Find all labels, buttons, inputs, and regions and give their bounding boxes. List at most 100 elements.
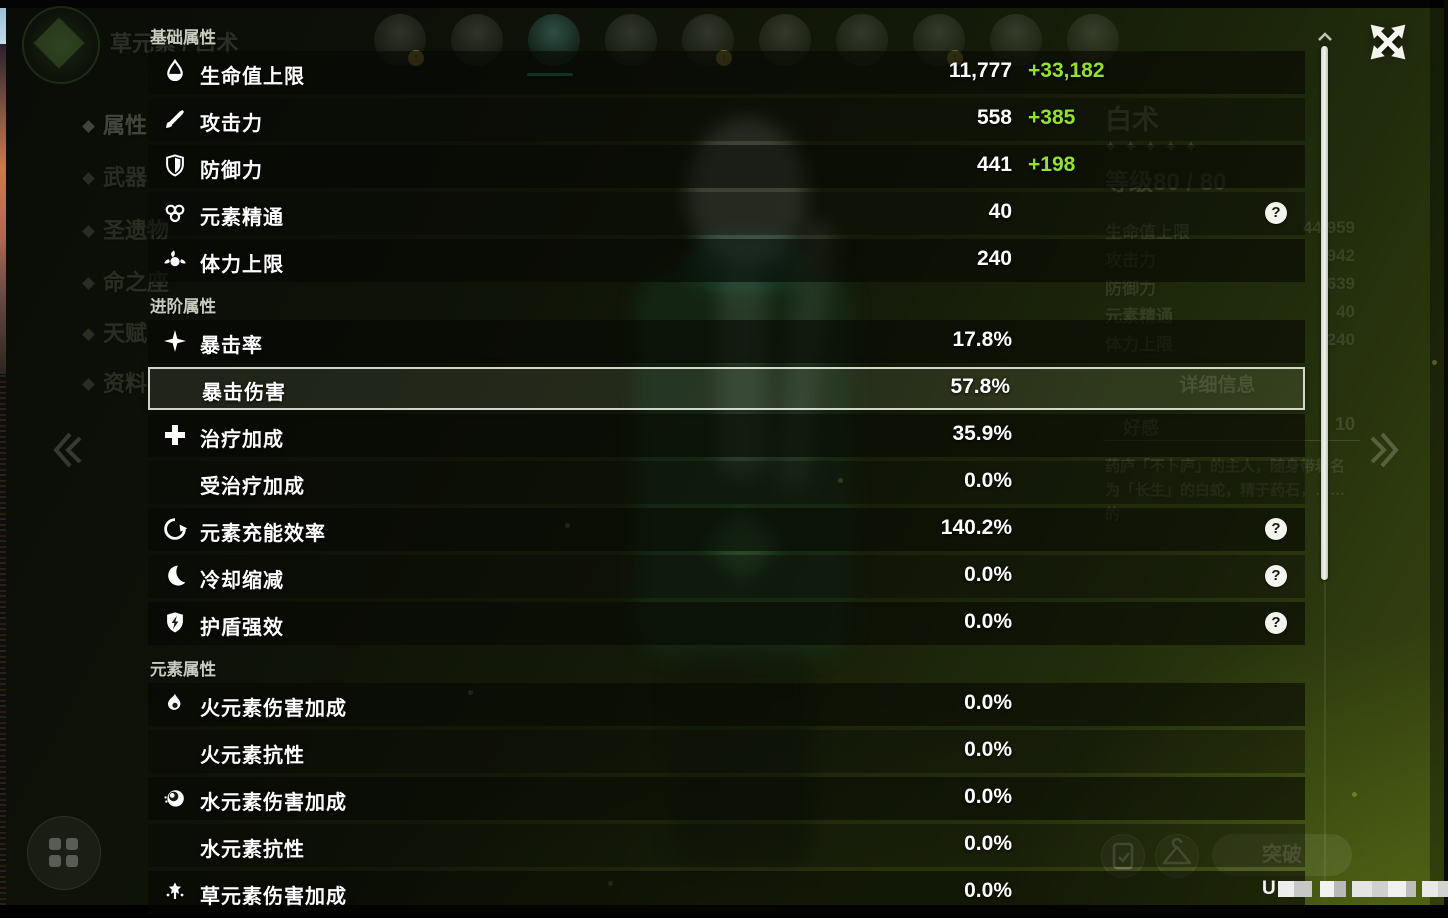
ascend-button[interactable]: 突破 — [1212, 834, 1352, 876]
sidebar-item-label: 圣遗物 — [103, 218, 170, 243]
stat-row[interactable]: 暴击伤害 57.8% — [148, 367, 1305, 410]
help-question-icon[interactable]: ? — [1265, 518, 1287, 540]
stat-row[interactable]: 受治疗加成 0.0% — [148, 461, 1305, 504]
stat-label: 暴击伤害 — [202, 382, 286, 404]
background-stat-value: 942 — [1326, 246, 1355, 265]
left-edge-glow — [0, 44, 6, 374]
stat-row[interactable]: 元素充能效率 140.2%? — [148, 508, 1305, 551]
background-stat-value: 40 — [1336, 302, 1355, 321]
close-button[interactable] — [1362, 16, 1414, 68]
stat-row[interactable]: 水元素伤害加成 0.0% — [148, 777, 1305, 820]
stat-label: 冷却缩减 — [200, 570, 284, 592]
stat-row[interactable]: 冷却缩减 0.0%? — [148, 555, 1305, 598]
help-question-icon[interactable]: ? — [1265, 202, 1287, 224]
stat-bonus-value: +385 — [1028, 106, 1076, 129]
stat-label: 生命值上限 — [200, 66, 305, 88]
prev-character-arrow[interactable] — [50, 428, 84, 472]
stat-value: 0.0% — [964, 691, 1012, 714]
diamond-bullet-icon — [82, 172, 95, 185]
stat-label: 护盾强效 — [200, 617, 284, 639]
er-icon — [162, 516, 188, 542]
hydro-icon — [162, 785, 188, 811]
top-edge-bar — [0, 0, 1448, 8]
outfit-hanger-button[interactable] — [1155, 834, 1199, 878]
section-header: 元素属性 — [150, 661, 216, 679]
profile-card-button[interactable] — [1101, 834, 1145, 878]
shieldstr-icon — [162, 610, 188, 636]
stat-bonus-value: +33,182 — [1028, 59, 1105, 82]
diamond-bullet-icon — [82, 277, 95, 290]
stat-label: 火元素抗性 — [200, 745, 305, 767]
menu-grid-icon — [49, 838, 61, 850]
stat-label: 元素精通 — [200, 207, 284, 229]
stamina-icon — [162, 247, 188, 273]
censor-block — [1438, 881, 1448, 897]
stat-value: 0.0% — [964, 469, 1012, 492]
hp-icon — [162, 58, 188, 85]
menu-grid-icon — [49, 855, 61, 867]
stat-label: 火元素伤害加成 — [200, 698, 347, 720]
sidebar-item-5[interactable]: 资料 — [82, 366, 148, 398]
stat-row[interactable]: 草元素伤害加成 0.0% — [148, 871, 1305, 914]
background-stat-label: 生命值上限 — [1105, 223, 1190, 242]
menu-grid-button[interactable] — [27, 816, 101, 890]
censor-block — [1372, 881, 1388, 897]
scrollbar-thumb[interactable] — [1321, 46, 1328, 580]
stat-row[interactable]: 火元素伤害加成 0.0% — [148, 683, 1305, 726]
help-question-icon[interactable]: ? — [1265, 612, 1287, 634]
stat-value: 0.0% — [964, 563, 1012, 586]
stat-row[interactable]: 暴击率 17.8% — [148, 320, 1305, 363]
stat-row[interactable]: 生命值上限 11,777 +33,182 — [148, 51, 1305, 94]
sidebar-item-label: 属性 — [103, 113, 148, 138]
diamond-bullet-icon — [82, 378, 95, 391]
help-question-icon[interactable]: ? — [1265, 565, 1287, 587]
stat-row[interactable]: 治疗加成 35.9% — [148, 414, 1305, 457]
stat-row[interactable]: 攻击力 558 +385 — [148, 98, 1305, 141]
dendro-icon — [162, 879, 188, 905]
censor-block — [1334, 881, 1346, 897]
section-header: 基础属性 — [150, 29, 216, 47]
sidebar-item-0[interactable]: 属性 — [82, 108, 148, 140]
censor-block — [1320, 881, 1334, 897]
stat-label: 体力上限 — [200, 254, 284, 276]
censor-block — [1388, 881, 1406, 897]
censor-block — [1278, 881, 1294, 897]
stat-value: 35.9% — [952, 422, 1012, 445]
censor-block — [1294, 881, 1312, 897]
sidebar-item-1[interactable]: 武器 — [82, 160, 147, 192]
scrollbar-up-icon[interactable] — [1317, 30, 1333, 48]
stat-value: 0.0% — [964, 879, 1012, 902]
stat-row[interactable]: 护盾强效 0.0%? — [148, 602, 1305, 645]
right-edge-shade — [1430, 0, 1448, 905]
cd-icon — [162, 563, 188, 589]
atk-icon — [162, 106, 188, 132]
stat-row[interactable]: 水元素抗性 0.0% — [148, 824, 1305, 867]
stat-value: 57.8% — [950, 375, 1010, 398]
stat-row[interactable]: 火元素抗性 0.0% — [148, 730, 1305, 773]
sparkle-dot — [838, 478, 843, 483]
scrollbar-track[interactable] — [1324, 582, 1326, 898]
stat-label: 防御力 — [200, 160, 263, 182]
diamond-bullet-icon — [82, 225, 95, 238]
stat-label: 草元素伤害加成 — [200, 886, 347, 908]
next-character-arrow[interactable] — [1368, 428, 1402, 472]
sidebar-item-2[interactable]: 圣遗物 — [82, 213, 170, 245]
sidebar-item-4[interactable]: 天赋 — [82, 316, 147, 348]
stat-label: 元素充能效率 — [200, 523, 326, 545]
section-header: 进阶属性 — [150, 298, 216, 316]
stat-value: 0.0% — [964, 832, 1012, 855]
stat-value: 140.2% — [940, 516, 1012, 539]
stat-value: 17.8% — [952, 328, 1012, 351]
stat-value: 40 — [988, 200, 1012, 223]
stat-row[interactable]: 体力上限 240 — [148, 239, 1305, 282]
sidebar-item-label: 资料 — [103, 371, 148, 396]
dendro-element-emblem-icon — [22, 6, 100, 84]
background-stat-value: 44,959 — [1303, 218, 1355, 237]
stat-value: 11,777 — [948, 59, 1012, 82]
stat-row[interactable]: 元素精通 40? — [148, 192, 1305, 235]
stat-value: 0.0% — [964, 785, 1012, 808]
stat-value: 240 — [976, 247, 1012, 270]
uid-letter: U — [1262, 878, 1276, 899]
stat-row[interactable]: 防御力 441 +198 — [148, 145, 1305, 188]
sparkle-dot — [1352, 792, 1357, 797]
